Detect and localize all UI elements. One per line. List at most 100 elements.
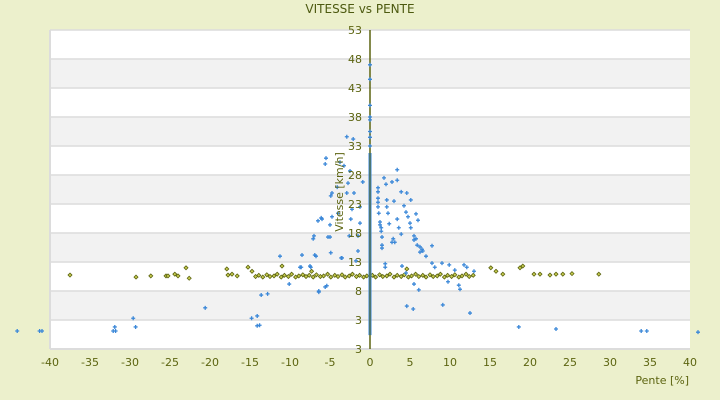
data-point-plus [328, 222, 332, 227]
data-point-plus [368, 144, 372, 148]
data-point-plus [639, 329, 644, 334]
data-point-plus [430, 243, 434, 248]
data-point-plus [278, 254, 282, 259]
data-point-diamond [404, 266, 410, 272]
data-point-diamond [452, 272, 458, 278]
data-point-plus [311, 236, 316, 241]
data-point-diamond [466, 273, 472, 280]
data-point-diamond [321, 273, 327, 279]
data-point-diamond [377, 272, 383, 278]
x-tick-label: -5 [325, 356, 336, 369]
data-point-diamond [430, 273, 436, 280]
data-point-diamond [249, 268, 255, 274]
data-point-diamond [281, 272, 287, 278]
y-tick-label: 8 [355, 285, 362, 298]
data-point-diamond [175, 273, 181, 279]
data-point-plus [133, 324, 138, 329]
data-point-diamond [488, 265, 494, 271]
data-point-diamond [67, 272, 73, 278]
x-tick-label: 40 [683, 356, 697, 369]
data-point-plus [383, 261, 388, 266]
data-point-diamond [342, 274, 348, 280]
data-point-plus [447, 262, 452, 267]
data-point-plus [368, 77, 372, 82]
data-point-plus [432, 265, 437, 270]
data-point-diamond [278, 274, 284, 280]
y-tick-label: 53 [348, 24, 362, 37]
data-point-diamond [335, 273, 341, 280]
data-point-diamond [434, 273, 440, 279]
data-point-diamond [416, 273, 422, 280]
data-point-plus [368, 135, 372, 140]
data-point-plus [392, 240, 397, 245]
data-point-plus [387, 221, 392, 226]
data-point-plus [330, 190, 334, 195]
data-point-plus [344, 190, 349, 195]
x-tick-label: -25 [161, 356, 179, 369]
data-point-plus [203, 305, 208, 310]
data-point-diamond [264, 272, 270, 278]
data-point-plus [452, 268, 457, 273]
data-point-diamond [398, 273, 404, 280]
x-tick-label: -35 [81, 356, 99, 369]
data-point-plus [299, 265, 304, 270]
data-point-diamond [234, 273, 240, 279]
x-tick-label: -30 [121, 356, 139, 369]
data-point-diamond [183, 265, 189, 271]
data-point-plus [376, 196, 380, 201]
data-point-plus [368, 62, 372, 67]
data-point-plus [406, 214, 410, 219]
data-point-plus [352, 190, 356, 195]
x-tick-label: -10 [281, 356, 299, 369]
data-point-plus [412, 233, 416, 238]
data-point-diamond [225, 272, 231, 278]
data-point-diamond [271, 273, 277, 279]
y-tick-label: 48 [348, 53, 362, 66]
data-point-plus [308, 265, 313, 270]
data-point-diamond [328, 274, 334, 280]
data-point-plus [348, 217, 353, 222]
data-point-plus [347, 233, 352, 238]
x-tick-label: 0 [367, 356, 374, 369]
data-point-plus [255, 313, 260, 318]
data-point-plus [350, 207, 354, 212]
data-point-plus [412, 282, 416, 287]
data-point-diamond [553, 271, 559, 277]
data-point-plus [346, 181, 350, 186]
data-point-plus [380, 246, 384, 251]
data-point-plus [340, 255, 344, 260]
x-tick-label: 35 [643, 356, 657, 369]
data-point-plus [424, 254, 428, 259]
data-point-plus [554, 326, 558, 331]
y-tick-label: 43 [348, 82, 362, 95]
data-point-plus [326, 235, 330, 240]
data-point-plus [516, 324, 521, 329]
data-point-diamond [427, 272, 433, 278]
data-point-plus [376, 189, 380, 194]
data-point-plus [249, 316, 254, 321]
data-point-plus [356, 248, 360, 253]
y-tick-label: 38 [348, 111, 362, 124]
data-point-plus [314, 254, 318, 259]
x-tick-label: -20 [201, 356, 219, 369]
data-point-plus [335, 185, 340, 190]
data-point-diamond [493, 268, 499, 274]
data-point-diamond [560, 271, 566, 277]
data-point-plus [408, 221, 412, 226]
x-tick-label: 5 [407, 356, 414, 369]
x-tick-label: 25 [563, 356, 577, 369]
data-point-plus [342, 163, 346, 168]
data-point-plus [324, 156, 328, 161]
data-point-plus [440, 302, 445, 307]
data-point-plus [257, 323, 262, 328]
data-point-plus [408, 197, 413, 202]
data-point-plus [468, 311, 472, 316]
data-point-diamond [339, 272, 345, 278]
data-point-diamond [309, 268, 315, 274]
data-point-diamond [596, 271, 602, 277]
data-point-plus [376, 211, 381, 216]
data-point-plus [312, 233, 316, 238]
data-point-diamond [260, 274, 266, 280]
data-point-diamond [172, 271, 178, 277]
